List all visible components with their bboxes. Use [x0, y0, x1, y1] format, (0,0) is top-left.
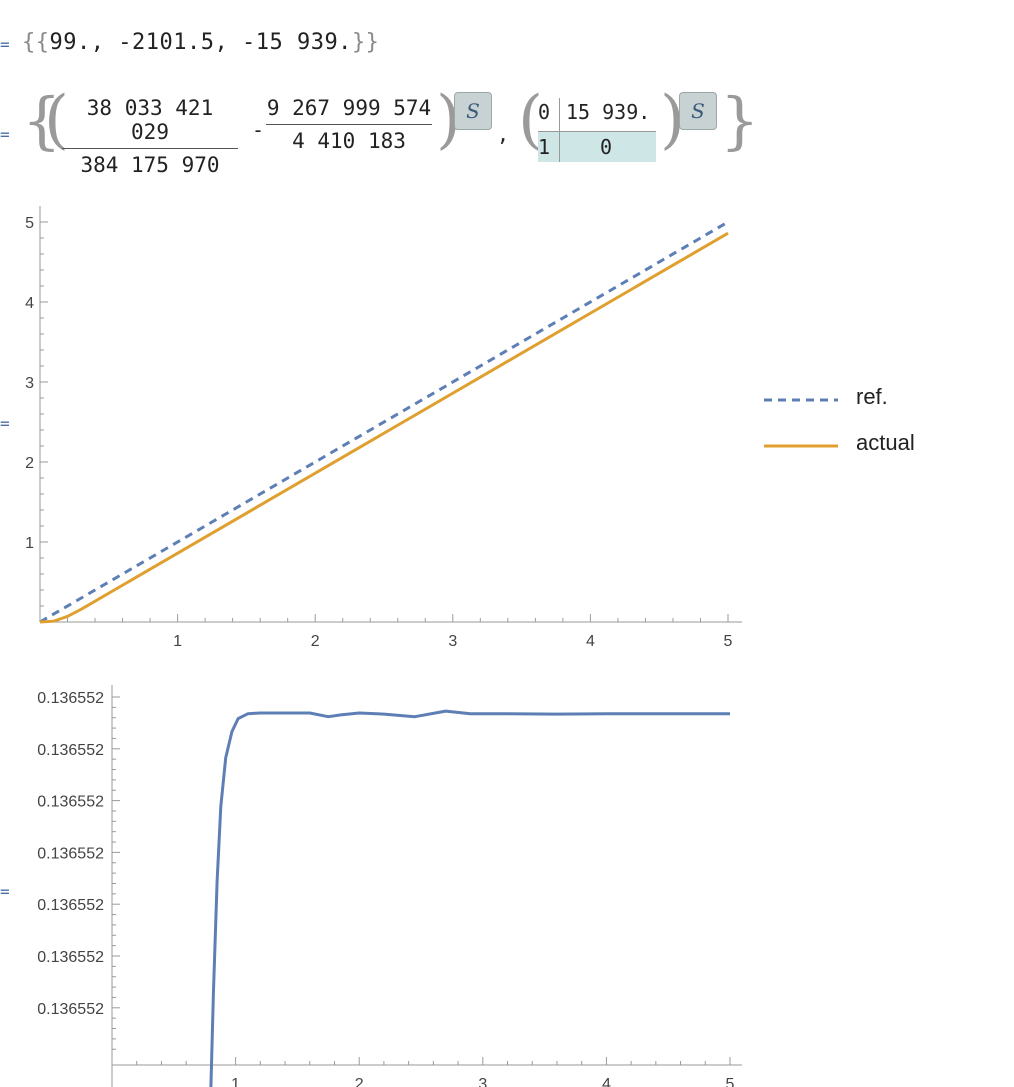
matrix-a: 0 — [538, 100, 551, 124]
x-tick-label: 1 — [173, 633, 182, 650]
fraction-1: 38 033 421 029 384 175 970 — [62, 96, 238, 177]
x-tick-label: 3 — [478, 1076, 487, 1087]
open-braces: {{ — [22, 30, 50, 55]
y-tick-label: 0.136552 — [37, 794, 104, 811]
system-badge-2[interactable]: S — [679, 92, 717, 130]
y-tick-label: 0.136552 — [37, 845, 104, 862]
matrix-d: 0 — [600, 135, 613, 159]
y-tick-label: 3 — [25, 375, 34, 392]
x-tick-label: 2 — [355, 1076, 364, 1087]
fraction-2-denominator: 4 410 183 — [292, 129, 406, 153]
minus-sign: - — [252, 118, 265, 142]
error-plot: 1 2 3 4 5 0.136552 0.136552 0.136552 0.136552 0.1… — [37, 685, 742, 1087]
y-tick-label: 2 — [25, 455, 34, 472]
series-line-ref — [39, 220, 729, 624]
y-tick-label: 0.136552 — [37, 1001, 104, 1018]
output-marker-1: = — [0, 35, 10, 54]
x-tick-label: 5 — [726, 1076, 735, 1087]
fraction-2-numerator: 9 267 999 574 — [266, 96, 432, 120]
y-tick-label: 0.136552 — [37, 897, 104, 914]
legend-swatch-ref — [764, 398, 838, 402]
y-tick-label: 5 — [25, 215, 34, 232]
separator: , — [214, 30, 229, 55]
separator: , — [90, 30, 105, 55]
x-tick-label: 2 — [311, 633, 320, 650]
outer-open-brace: { — [22, 84, 62, 157]
matrix-vertical-divider — [559, 98, 560, 162]
x-tick-label: 5 — [724, 633, 733, 650]
x-tick-label: 4 — [602, 1076, 611, 1087]
value-1: 99. — [49, 30, 91, 55]
series-line — [209, 709, 730, 1087]
matrix-c: 1 — [538, 135, 551, 159]
x-tick-label: 4 — [586, 633, 595, 650]
legend-label-ref: ref. — [856, 384, 888, 409]
y-tick-label: 1 — [25, 535, 34, 552]
matrix-b: 15 939. — [566, 100, 651, 124]
output-marker-2: = — [0, 125, 10, 144]
matrix-shaded-row — [538, 132, 656, 162]
close-braces: }} — [351, 30, 380, 55]
comma: , — [497, 122, 510, 146]
fraction-1-denominator: 384 175 970 — [80, 153, 220, 177]
y-tick-label: 4 — [25, 295, 34, 312]
output-marker-4: = — [0, 882, 10, 901]
fraction-2: 9 267 999 574 4 410 183 — [266, 96, 432, 153]
legend-label-actual: actual — [856, 430, 915, 455]
response-plot: 1 2 3 4 5 1 2 3 4 5 — [25, 206, 742, 650]
x-tick-label: 1 — [231, 1076, 240, 1087]
fraction-1-numerator: 38 033 421 029 — [86, 96, 214, 144]
value-3: -15 939. — [241, 30, 352, 55]
system-badge-1[interactable]: S — [454, 92, 492, 130]
paren-open: ( — [44, 83, 69, 157]
output-list-1: {{99., -2101.5, -15 939.}} — [22, 30, 379, 55]
y-tick-label: 0.136552 — [37, 949, 104, 966]
output-marker-3: = — [0, 414, 10, 433]
state-space-output: { ( 38 033 421 029 384 175 970 - 9 267 9… — [0, 88, 1014, 178]
legend-swatch-actual — [764, 444, 838, 448]
y-tick-label: 0.136552 — [37, 742, 104, 759]
x-tick-label: 3 — [448, 633, 457, 650]
matrix-horizontal-divider — [538, 131, 656, 132]
series-line-actual — [39, 231, 729, 624]
outer-close-brace: } — [720, 84, 760, 157]
y-tick-label: 0.136552 — [37, 690, 104, 707]
value-2: -2101.5 — [118, 30, 215, 55]
